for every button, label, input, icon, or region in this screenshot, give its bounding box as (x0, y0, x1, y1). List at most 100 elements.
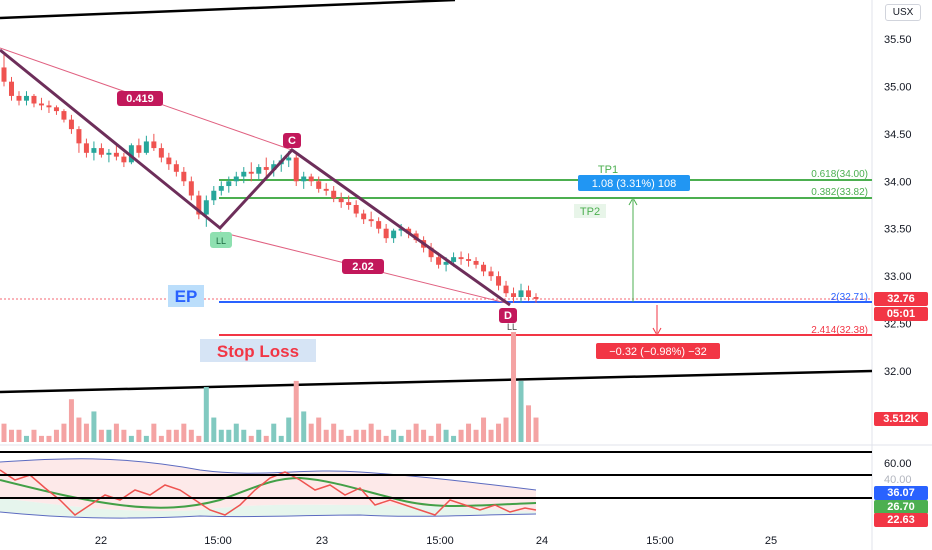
point-b-label: LL (216, 236, 226, 246)
candle-body (31, 95, 37, 104)
oscillator-band-lower (0, 498, 536, 519)
ratio-202-text: 2.02 (352, 261, 373, 273)
volume-bar (413, 423, 419, 442)
volume-bar (286, 417, 292, 442)
candle-body (436, 257, 442, 265)
candle-body (53, 107, 59, 112)
price-tick-label: 33.00 (884, 271, 912, 283)
candle-body (158, 148, 164, 158)
candle-body (511, 293, 517, 298)
volume-bar (406, 429, 412, 442)
price-tick-label: 32.00 (884, 366, 912, 378)
candle-body (496, 276, 502, 286)
volume-bar (443, 429, 449, 442)
volume-bar (458, 429, 464, 442)
oscillator-band-line-lower (0, 511, 537, 519)
candle-body (226, 181, 232, 187)
volume-bar (143, 435, 149, 442)
volume-bars (1, 332, 539, 442)
top-trendline (0, 0, 456, 20)
candle-body (151, 141, 157, 149)
tp1-label-bg (592, 162, 624, 176)
point-c-marker (283, 133, 301, 148)
ratio-badge-0419 (117, 91, 163, 106)
candle-body (113, 152, 119, 157)
harmonic-pattern-line (0, 48, 511, 307)
volume-bar (151, 423, 157, 442)
candle-body (443, 261, 449, 265)
volume-bar (256, 429, 262, 442)
oscillator-tick-40: 40.00 (884, 474, 912, 486)
volume-bar (361, 429, 367, 442)
oscillator-tag-main: 22.63 (874, 513, 928, 527)
volume-bar (83, 423, 89, 442)
time-axis[interactable]: 22 15:00 23 15:00 24 15:00 25 (95, 535, 777, 547)
volume-bar (203, 387, 209, 442)
bottom-trendline (0, 369, 873, 394)
countdown-tag: 05:01 (874, 307, 928, 321)
short-measure-badge (596, 343, 720, 359)
currency-button[interactable]: USX (885, 4, 921, 21)
long-measure-badge (578, 175, 690, 191)
point-b-marker (210, 232, 232, 248)
candle-body (166, 157, 172, 165)
time-tick-label: 15:00 (426, 535, 454, 547)
volume-bar (121, 429, 127, 442)
ratio-badge-202 (342, 259, 384, 274)
volume-bar (511, 332, 517, 442)
candle-body (203, 200, 209, 215)
oscillator-band-line-upper (0, 458, 537, 491)
volume-bar (136, 429, 142, 442)
volume-bar (518, 380, 524, 442)
entry-label: EP (175, 287, 198, 306)
volume-bar (488, 429, 494, 442)
volume-bar (31, 429, 37, 442)
candle-body (143, 141, 149, 153)
volume-bar (503, 417, 509, 442)
candle-body (451, 257, 457, 262)
price-tick-label: 35.50 (884, 34, 912, 46)
volume-bar (316, 417, 322, 442)
volume-bar (323, 429, 329, 442)
candle-body (286, 157, 292, 161)
candle-body (323, 188, 329, 191)
volume-bar (173, 429, 179, 442)
volume-bar (211, 417, 217, 442)
price-axis[interactable]: 35.50 35.00 34.50 34.00 33.50 33.00 32.50 32.00 (884, 34, 912, 378)
candle-body (481, 264, 487, 272)
time-tick-label: 22 (95, 535, 107, 547)
candle-body (301, 176, 307, 182)
candle-body (136, 145, 142, 153)
candle-body (68, 119, 74, 130)
volume-bar (233, 423, 239, 442)
oscillator-main-line (0, 469, 537, 516)
volume-bar (23, 435, 29, 442)
volume-bar (248, 435, 254, 442)
volume-bar (76, 417, 82, 442)
point-d-marker (499, 308, 517, 323)
candle-body (338, 198, 344, 203)
volume-bar (398, 435, 404, 442)
price-tick-label: 34.00 (884, 176, 912, 188)
short-measure-text: −0.32 (−0.98%) −32 (609, 346, 707, 358)
candle-body (241, 171, 247, 177)
candle-body (233, 176, 239, 182)
volume-bar (376, 429, 382, 442)
level-label-2: 2(32.71) (831, 292, 868, 303)
oscillator-band-upper (0, 458, 536, 512)
entry-label-bg (168, 285, 204, 307)
time-tick-label: 24 (536, 535, 548, 547)
candle-body (61, 111, 67, 120)
candle-body (248, 171, 254, 174)
volume-bar (301, 411, 307, 442)
volume-bar (496, 423, 502, 442)
volume-bar (436, 423, 442, 442)
long-measure-text: 1.08 (3.31%) 108 (592, 178, 676, 190)
candle-body (518, 290, 524, 298)
price-tick-label: 34.50 (884, 129, 912, 141)
candle-body (526, 290, 532, 298)
tp2-label: TP2 (580, 206, 600, 218)
price-tick-label: 32.50 (884, 319, 912, 331)
candle-body (76, 129, 82, 144)
